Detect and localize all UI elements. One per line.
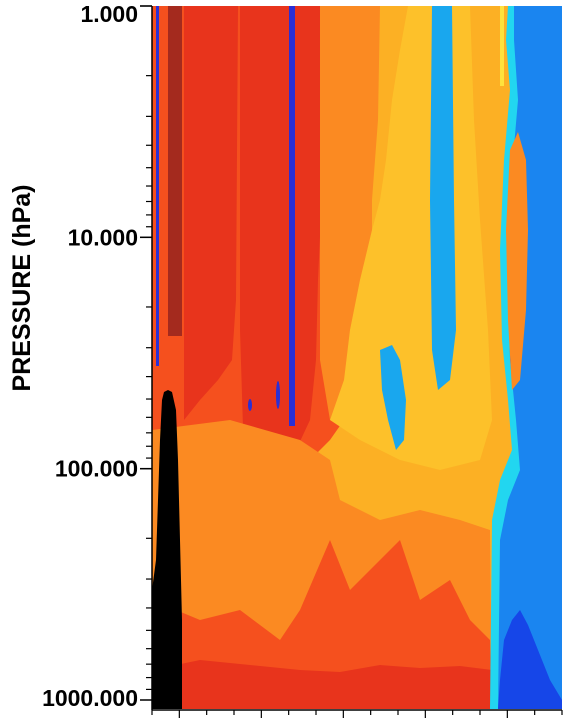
dark-column <box>168 6 182 336</box>
y-tick-label: 10.000 <box>68 224 138 250</box>
blue-lobe-center <box>380 345 406 450</box>
blue-blob-2 <box>248 399 252 411</box>
plot-area <box>152 6 562 709</box>
terrain-black <box>152 390 182 709</box>
y-tick-label: 1.000 <box>80 1 138 27</box>
x-axis-ticks <box>151 710 563 718</box>
blue-streak-left <box>156 6 159 366</box>
y-tick-label: 100.000 <box>55 456 138 482</box>
region-orange-right <box>506 132 528 390</box>
region-red-upper <box>184 6 238 420</box>
blue-lobe-upper <box>430 6 456 390</box>
y-tick-label: 1000.000 <box>42 685 138 711</box>
region-dark-blue-bottom <box>498 610 562 709</box>
y-axis-ticks: 1.000 10.000 100.000 1000.000 <box>42 1 152 711</box>
blue-blob-1 <box>276 381 280 409</box>
region-dark-red-left <box>240 6 326 560</box>
y-axis-title: PRESSURE (hPa) <box>8 185 36 392</box>
region-dark-red-bottom <box>152 660 492 709</box>
blue-streak-main <box>289 6 295 426</box>
yellow-band <box>500 6 504 86</box>
